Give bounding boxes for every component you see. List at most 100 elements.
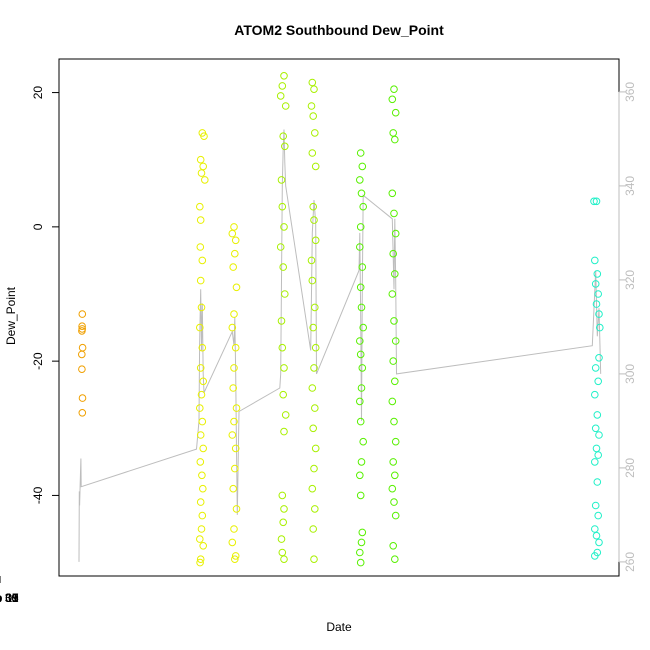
data-point — [357, 458, 366, 466]
y-tick-label: 0 — [31, 223, 45, 230]
data-point — [358, 364, 367, 372]
data-point — [231, 249, 239, 258]
data-point — [230, 364, 238, 372]
data-point — [309, 112, 318, 120]
data-point — [197, 525, 206, 533]
data-point — [78, 343, 87, 352]
data-point — [200, 132, 208, 140]
data-point — [228, 229, 237, 238]
data-point — [78, 350, 86, 359]
data-point — [276, 243, 285, 251]
data-point — [196, 555, 205, 564]
data-point — [358, 528, 367, 537]
data-point — [591, 364, 600, 372]
data-point — [357, 303, 366, 312]
data-point — [196, 558, 204, 567]
series-4 — [356, 85, 400, 567]
data-point — [231, 552, 240, 560]
data-point — [595, 431, 603, 439]
y2-tick-label: 260 — [623, 552, 637, 572]
data-point — [197, 303, 206, 312]
data-point — [592, 444, 601, 453]
data-point — [391, 270, 399, 278]
data-point — [196, 431, 205, 439]
data-point — [356, 558, 365, 567]
data-point — [595, 310, 603, 318]
data-point — [232, 283, 241, 292]
data-point — [591, 501, 600, 510]
data-point — [390, 417, 398, 426]
data-point — [308, 149, 317, 157]
y-axis-right: 260 280 300 320 340 360 — [618, 82, 637, 572]
data-point — [311, 343, 320, 352]
x-tick-label: Feb 11 — [0, 591, 19, 605]
y2-tick-label: 320 — [623, 270, 637, 290]
data-point — [591, 256, 599, 265]
data-point — [594, 511, 603, 520]
x-tick-label: Feb 09 — [0, 591, 19, 605]
data-point — [278, 202, 287, 211]
data-point — [276, 92, 285, 100]
data-point — [357, 538, 366, 547]
data-point — [230, 223, 238, 231]
data-point — [230, 310, 238, 318]
data-point — [390, 498, 398, 506]
data-point — [232, 505, 241, 513]
data-point — [390, 209, 398, 218]
data-point — [593, 411, 602, 419]
data-point — [388, 189, 397, 198]
series-1 — [78, 310, 87, 417]
data-point — [280, 72, 288, 80]
data-point — [308, 484, 317, 493]
data-point — [307, 102, 316, 110]
data-point — [279, 132, 288, 140]
data-point — [309, 525, 318, 533]
data-point — [278, 548, 287, 557]
data-point — [310, 364, 318, 372]
secondary-line — [78, 129, 602, 562]
y2-tick-label: 360 — [623, 82, 637, 102]
data-point — [596, 323, 604, 332]
data-point — [309, 424, 318, 433]
data-point — [196, 243, 205, 251]
data-point — [309, 323, 318, 332]
data-point — [359, 323, 368, 332]
data-point — [311, 505, 319, 513]
data-point — [388, 290, 397, 298]
data-point — [196, 202, 204, 211]
data-point — [199, 444, 207, 453]
data-point — [391, 337, 400, 345]
data-point — [358, 263, 367, 271]
data-point — [199, 542, 207, 550]
y-axis-label: Dew_Point — [4, 286, 18, 345]
data-point — [593, 478, 602, 486]
data-point — [356, 223, 365, 231]
data-point — [78, 394, 87, 402]
data-point — [228, 538, 237, 547]
data-point — [198, 256, 207, 265]
y-tick-label: 20 — [31, 86, 45, 100]
data-point — [308, 78, 317, 87]
data-point — [78, 325, 86, 333]
data-point — [357, 384, 366, 392]
data-point — [281, 411, 290, 419]
data-point — [307, 256, 316, 265]
data-point — [356, 471, 364, 480]
data-point — [359, 437, 368, 446]
data-point — [388, 397, 397, 406]
data-point — [391, 135, 399, 144]
data-point — [230, 525, 238, 533]
data-point — [230, 417, 238, 426]
data-point — [196, 498, 205, 506]
data-point — [231, 343, 240, 352]
plot-frame — [58, 58, 620, 577]
data-point — [591, 390, 599, 399]
data-point — [229, 384, 237, 392]
data-point — [591, 525, 599, 533]
data-point — [280, 505, 288, 513]
data-point — [591, 280, 600, 288]
y-axis-left: -40 -20 0 20 — [31, 86, 60, 504]
data-point — [594, 377, 603, 386]
data-point — [196, 404, 204, 412]
